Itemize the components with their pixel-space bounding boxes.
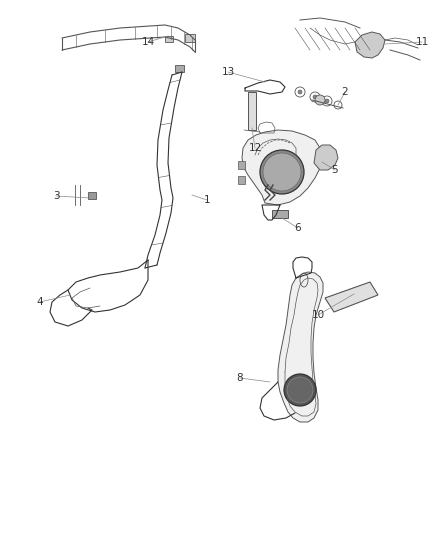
Polygon shape <box>241 130 321 205</box>
Text: 6: 6 <box>294 223 300 233</box>
Circle shape <box>297 90 301 94</box>
Circle shape <box>286 377 312 403</box>
Circle shape <box>262 153 300 191</box>
Bar <box>237 176 244 184</box>
Polygon shape <box>354 32 384 58</box>
Polygon shape <box>277 272 322 422</box>
Text: 11: 11 <box>414 37 427 47</box>
Circle shape <box>259 150 303 194</box>
Text: 5: 5 <box>331 165 338 175</box>
Bar <box>88 192 96 199</box>
Circle shape <box>324 99 328 103</box>
Text: 14: 14 <box>141 37 154 47</box>
Bar <box>184 34 194 42</box>
Bar <box>175 65 184 72</box>
Polygon shape <box>272 210 287 218</box>
Text: 3: 3 <box>53 191 59 201</box>
Text: 13: 13 <box>221 67 234 77</box>
Text: 4: 4 <box>37 297 43 307</box>
Text: 10: 10 <box>311 310 324 320</box>
Text: 8: 8 <box>236 373 243 383</box>
Text: 1: 1 <box>203 195 210 205</box>
Bar <box>165 36 173 42</box>
Polygon shape <box>247 92 255 130</box>
Polygon shape <box>313 145 337 170</box>
Circle shape <box>283 374 315 406</box>
Polygon shape <box>324 282 377 312</box>
Text: 12: 12 <box>248 143 261 153</box>
Bar <box>237 161 244 169</box>
Circle shape <box>312 95 316 99</box>
Text: 2: 2 <box>341 87 347 97</box>
Circle shape <box>314 95 324 105</box>
